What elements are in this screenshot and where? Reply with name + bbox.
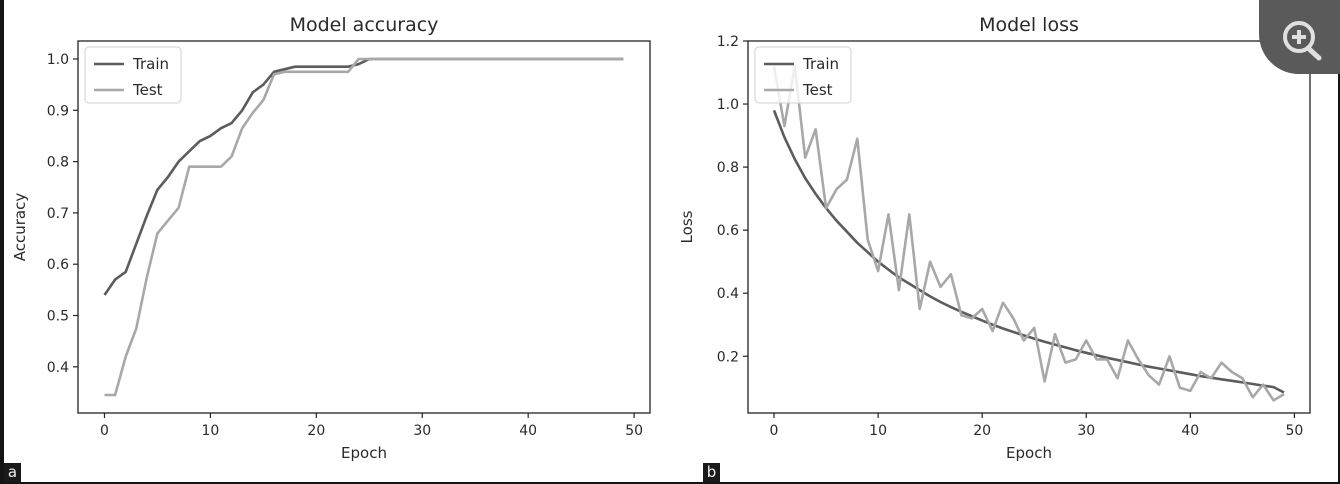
panel-label-b: b xyxy=(703,463,720,482)
x-tick-label: 30 xyxy=(1077,423,1095,439)
series-line-train xyxy=(103,57,624,296)
x-axis-label: Epoch xyxy=(1006,444,1052,462)
y-tick-label: 0.8 xyxy=(47,155,69,171)
x-tick-label: 0 xyxy=(770,423,779,439)
y-axis-label: Accuracy xyxy=(11,193,29,262)
x-tick-label: 10 xyxy=(869,423,887,439)
x-tick-label: 50 xyxy=(1285,423,1303,439)
y-tick-label: 0.9 xyxy=(47,103,69,119)
y-tick-label: 0.4 xyxy=(717,286,739,302)
y-tick-label: 0.6 xyxy=(717,223,739,239)
series-line-test xyxy=(104,57,624,397)
y-tick-label: 1.0 xyxy=(47,52,69,68)
x-tick-label: 10 xyxy=(201,423,219,439)
y-tick-label: 1.2 xyxy=(717,34,739,50)
y-axis-label: Loss xyxy=(678,210,696,243)
y-tick-label: 1.0 xyxy=(717,97,739,113)
loss-chart: Model loss 0 10 20 30 40 50 0.2 0.4 0.6 0.8 1.0 1.2 E… xyxy=(678,14,1311,462)
x-tick-label: 40 xyxy=(1181,423,1199,439)
y-tick-label: 0.2 xyxy=(717,349,739,365)
series-line-test xyxy=(772,64,1285,402)
legend-label-test: Test xyxy=(132,81,163,99)
x-axis-label: Epoch xyxy=(341,444,387,462)
legend-label-train: Train xyxy=(132,55,169,73)
x-tick-label: 30 xyxy=(413,423,431,439)
legend-label-test: Test xyxy=(802,81,833,99)
zoom-in-icon xyxy=(1283,21,1322,61)
chart-title: Model loss xyxy=(979,14,1079,36)
figure-background xyxy=(4,0,1338,482)
y-tick-label: 0.4 xyxy=(47,360,69,376)
x-tick-label: 40 xyxy=(519,423,537,439)
y-tick-label: 0.5 xyxy=(47,309,69,325)
plot-frame xyxy=(747,40,1311,414)
accuracy-chart: Model accuracy 0 10 20 30 40 50 0.4 0.5 0.6 0.7 0.8… xyxy=(11,14,651,462)
zoom-button[interactable] xyxy=(1259,0,1340,74)
x-tick-label: 0 xyxy=(100,423,109,439)
plot-frame xyxy=(77,40,651,414)
y-tick-label: 0.7 xyxy=(47,206,69,222)
series-line-train xyxy=(772,109,1285,394)
chart-title: Model accuracy xyxy=(290,14,439,36)
y-tick-label: 0.8 xyxy=(717,160,739,176)
x-tick-label: 20 xyxy=(973,423,991,439)
legend-label-train: Train xyxy=(802,55,839,73)
y-tick-label: 0.6 xyxy=(47,257,69,273)
x-tick-label: 20 xyxy=(307,423,325,439)
panel-label-a: a xyxy=(4,463,21,482)
x-tick-label: 50 xyxy=(625,423,643,439)
